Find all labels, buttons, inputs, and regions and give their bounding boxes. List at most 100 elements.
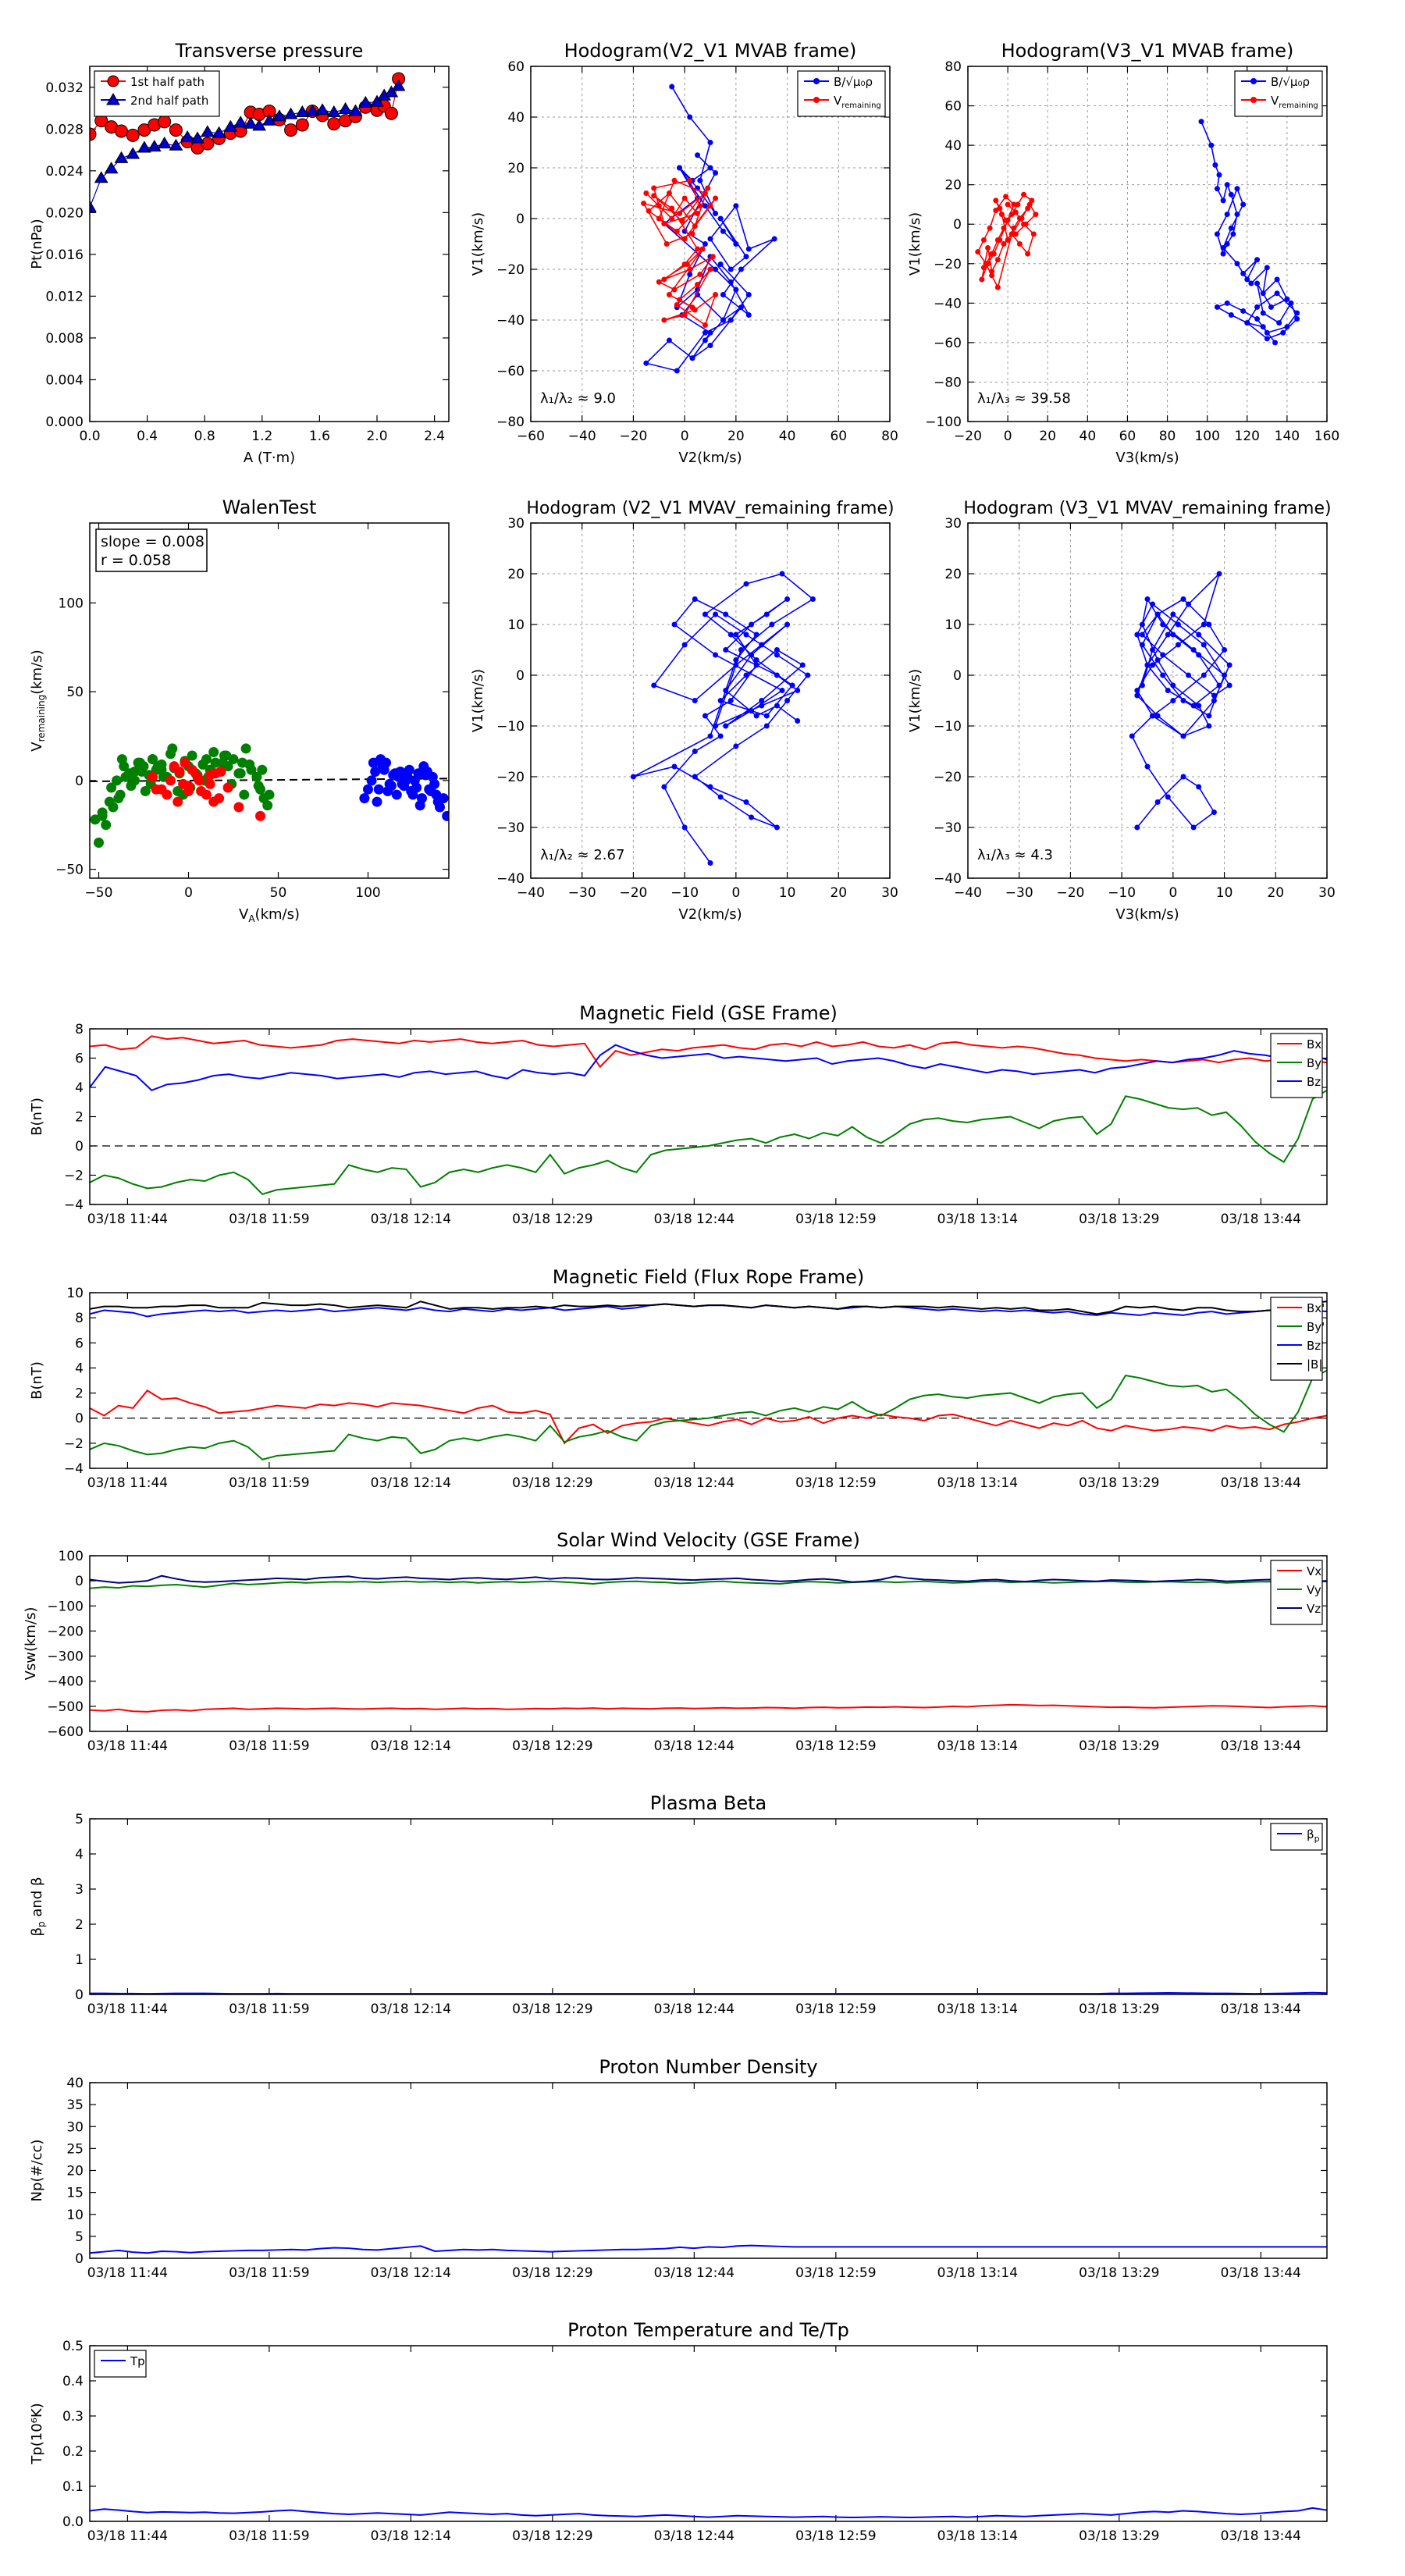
data-group xyxy=(1129,571,1232,831)
data-point xyxy=(692,307,698,313)
legend-label: By xyxy=(1307,1056,1321,1070)
y-tick-label: 0.032 xyxy=(45,80,84,96)
y-tick-label: 8 xyxy=(75,1022,84,1037)
x-tick-label: 03/18 11:44 xyxy=(87,1475,168,1491)
data-point xyxy=(1240,270,1247,276)
y-tick-label: 20 xyxy=(944,567,962,582)
x-tick-label: −10 xyxy=(1108,885,1136,901)
legend-label: βp xyxy=(1307,1827,1320,1844)
y-tick-label: 0 xyxy=(75,1411,84,1427)
data-point xyxy=(1175,642,1181,648)
data-point xyxy=(710,254,716,260)
data-point xyxy=(687,177,693,183)
data-point xyxy=(789,682,795,688)
x-tick-label: 0 xyxy=(184,885,193,901)
data-point xyxy=(656,203,662,209)
data-point xyxy=(1011,225,1017,231)
data-point xyxy=(194,775,205,786)
data-point xyxy=(1144,763,1151,770)
x-tick-label: 0.0 xyxy=(79,429,100,444)
y-tick-label: 30 xyxy=(944,516,962,532)
data-point xyxy=(702,713,708,719)
data-point xyxy=(727,698,734,703)
data-point xyxy=(244,116,258,129)
data-point xyxy=(106,782,117,793)
x-tick-label: 03/18 11:59 xyxy=(229,1738,309,1754)
x-tick-label: 30 xyxy=(881,885,898,901)
data-point xyxy=(681,195,688,201)
x-tick-label: 0 xyxy=(681,429,689,444)
data-point xyxy=(130,775,140,786)
legend-label: 1st half path xyxy=(130,75,205,89)
data-point xyxy=(359,793,370,804)
data-point xyxy=(151,784,162,795)
data-point xyxy=(707,733,713,739)
data-point xyxy=(656,279,662,285)
data-point xyxy=(180,757,190,768)
data-point xyxy=(1260,290,1266,297)
data-point xyxy=(240,743,251,754)
data-point xyxy=(1186,601,1192,607)
data-group xyxy=(90,2244,1327,2254)
data-point xyxy=(784,596,791,602)
x-tick-label: 03/18 12:29 xyxy=(512,1738,592,1754)
data-point xyxy=(201,125,215,137)
data-point xyxy=(738,266,744,272)
data-point xyxy=(669,84,675,90)
data-point xyxy=(327,117,341,131)
data-point xyxy=(749,708,755,713)
x-tick-label: 03/18 12:59 xyxy=(795,1475,876,1491)
data-point xyxy=(183,786,194,797)
data-point xyxy=(774,652,780,658)
y-tick-label: 0.012 xyxy=(45,289,84,304)
data-point xyxy=(666,292,672,297)
x-tick-label: 10 xyxy=(1216,885,1233,901)
data-point xyxy=(1254,316,1261,322)
data-point xyxy=(1005,201,1011,208)
data-point xyxy=(641,201,647,206)
data-point xyxy=(994,257,1001,263)
legend-label: By' xyxy=(1307,1320,1325,1334)
x-tick-label: 20 xyxy=(1039,429,1056,444)
data-point xyxy=(215,767,226,777)
data-group xyxy=(90,1035,1327,1196)
x-tick-label: 03/18 11:59 xyxy=(229,2265,309,2281)
x-tick-label: 100 xyxy=(1194,429,1219,444)
data-point xyxy=(1206,713,1212,719)
chart-title: Transverse pressure xyxy=(175,40,364,62)
y-tick-label: 60 xyxy=(507,59,525,75)
data-point xyxy=(1030,231,1037,237)
data-point xyxy=(738,647,744,653)
data-point xyxy=(671,763,678,770)
data-point xyxy=(743,672,749,678)
legend: Bx By Bz xyxy=(1270,1033,1323,1098)
data-point xyxy=(124,768,135,779)
x-tick-label: 03/18 11:59 xyxy=(229,2528,309,2544)
data-point xyxy=(1165,632,1171,638)
chart-h3r: Hodogram (V3_V1 MVAV_remaining frame) −40… xyxy=(907,499,1336,923)
data-point xyxy=(1196,784,1202,790)
data-point xyxy=(1139,621,1145,628)
data-point xyxy=(707,140,713,145)
x-tick-label: 2.4 xyxy=(424,429,445,444)
data-point xyxy=(774,672,780,678)
x-tick-label: 03/18 12:29 xyxy=(512,2001,592,2017)
data-point xyxy=(733,241,739,247)
x-tick-label: 60 xyxy=(1119,429,1136,444)
y-tick-label: 0.3 xyxy=(62,2409,84,2425)
data-point xyxy=(1240,201,1247,208)
legend-label: Vx xyxy=(1307,1564,1321,1578)
data-point xyxy=(1220,245,1226,251)
y-tick-label: 50 xyxy=(66,685,84,700)
y-tick-label: −80 xyxy=(934,375,962,390)
data-point xyxy=(167,743,178,754)
data-point xyxy=(94,838,104,848)
legend-label: Bx xyxy=(1307,1037,1321,1051)
x-axis-label: V2(km/s) xyxy=(678,450,742,466)
data-point xyxy=(697,177,703,183)
data-point xyxy=(753,713,759,719)
series-vy-line xyxy=(90,1580,1327,1589)
data-point xyxy=(720,228,726,234)
data-point xyxy=(727,279,734,285)
data-point xyxy=(97,807,108,818)
